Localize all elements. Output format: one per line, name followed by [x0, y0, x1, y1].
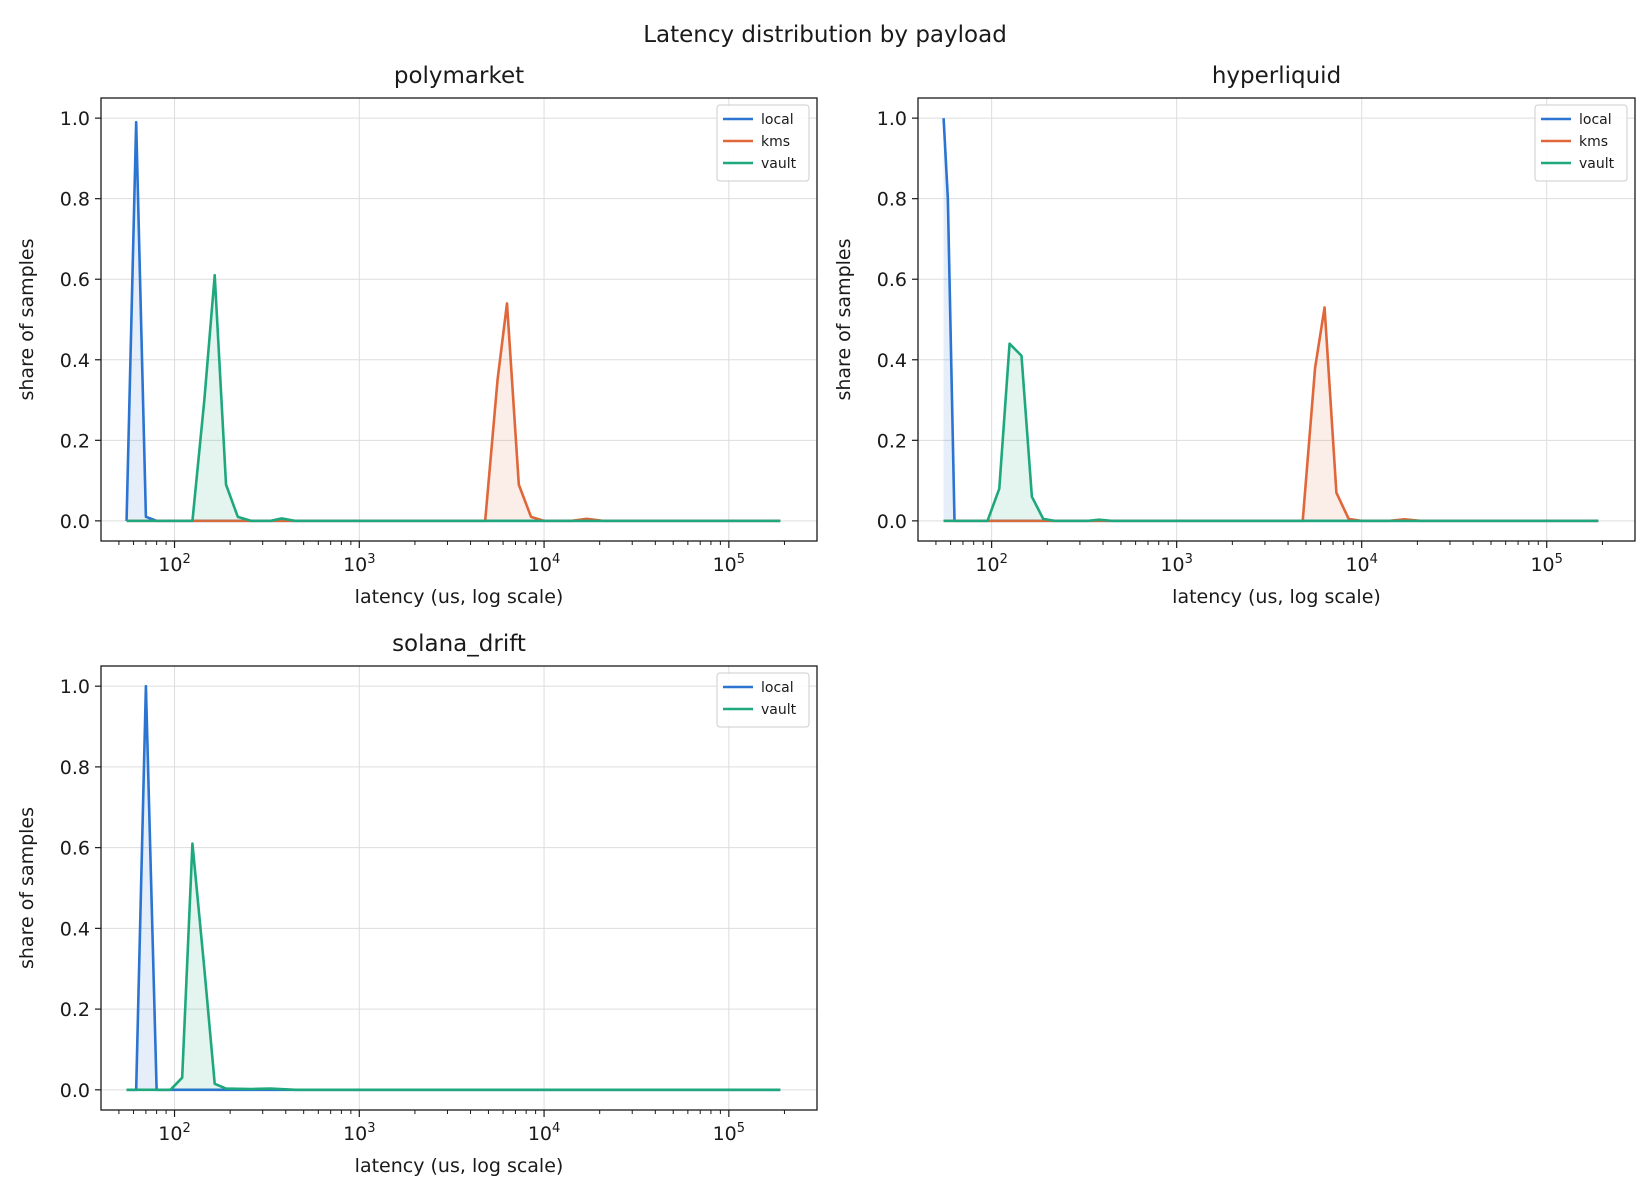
- legend-label-vault: vault: [761, 156, 797, 172]
- x-axis-label: latency (us, log scale): [355, 586, 564, 608]
- axes-frame: [100, 97, 818, 542]
- series-fill-local: [126, 686, 781, 1090]
- y-tick-label: 0.4: [60, 918, 90, 940]
- series-line-local: [126, 684, 781, 1092]
- y-tick-label: 1.0: [877, 108, 907, 130]
- y-tick-label: 0.2: [877, 430, 907, 452]
- y-tick-label: 1.0: [60, 676, 90, 698]
- series-line-kms: [126, 302, 781, 523]
- x-tick-label: 105: [1530, 552, 1562, 576]
- series-line-vault: [126, 842, 781, 1092]
- axes-frame: [917, 97, 1636, 542]
- x-tick-label: 103: [1160, 552, 1192, 576]
- legend-label-vault: vault: [761, 702, 797, 718]
- x-tick-label: 105: [713, 1121, 745, 1145]
- y-tick-label: 0.4: [877, 350, 907, 372]
- y-tick-label: 0.0: [877, 511, 907, 533]
- series-fill-kms: [943, 307, 1599, 521]
- x-axis-label: latency (us, log scale): [355, 1155, 564, 1177]
- series-fill-local: [943, 118, 1599, 521]
- y-tick-label: 0.8: [877, 189, 907, 211]
- subplot-solana_drift: 0.0 0.2 0.4 0.6 0.8 1.0 102 103 104 105 solana_dri…: [16, 631, 818, 1177]
- y-tick-label: 0.8: [60, 757, 90, 779]
- x-tick-label: 102: [975, 552, 1007, 576]
- legend-label-local: local: [1579, 112, 1612, 128]
- legend: local kms vault: [1534, 104, 1628, 182]
- subplot-title: hyperliquid: [1212, 63, 1341, 89]
- y-tick-label: 0.8: [60, 189, 90, 211]
- y-tick-label: 0.6: [60, 269, 90, 291]
- series-line-kms: [943, 306, 1599, 523]
- subplot-hyperliquid: 0.0 0.2 0.4 0.6 0.8 1.0 102 103 104 105 hyperliqui…: [833, 63, 1636, 608]
- subplot-title: polymarket: [394, 63, 524, 89]
- legend-label-vault: vault: [1579, 156, 1615, 172]
- y-tick-label: 1.0: [60, 108, 90, 130]
- x-tick-label: 104: [1345, 552, 1377, 576]
- series-line-vault: [126, 273, 781, 523]
- series-line-local: [942, 118, 1599, 523]
- y-axis-label: share of samples: [833, 238, 855, 400]
- y-tick-label: 0.4: [60, 350, 90, 372]
- x-tick-label: 103: [343, 552, 375, 576]
- y-axis-label: share of samples: [16, 238, 38, 400]
- legend: local kms vault: [716, 104, 810, 182]
- x-tick-label: 105: [713, 552, 745, 576]
- y-tick-label: 0.2: [60, 999, 90, 1021]
- series-fill-vault: [943, 343, 1599, 521]
- y-axis-label: share of samples: [16, 807, 38, 969]
- x-tick-label: 104: [528, 1121, 560, 1145]
- x-tick-label: 102: [158, 1121, 190, 1145]
- series-line-vault: [943, 342, 1599, 523]
- figure-suptitle: Latency distribution by payload: [643, 22, 1007, 48]
- legend-label-local: local: [761, 680, 794, 696]
- y-tick-label: 0.2: [60, 430, 90, 452]
- legend-label-kms: kms: [761, 134, 790, 150]
- series-fill-vault: [126, 843, 781, 1090]
- x-tick-label: 103: [343, 1121, 375, 1145]
- subplot-polymarket: 0.0 0.2 0.4 0.6 0.8 1.0 102 103 104 105 polymarket…: [16, 63, 818, 608]
- x-axis-label: latency (us, log scale): [1172, 586, 1381, 608]
- x-tick-label: 104: [528, 552, 560, 576]
- legend: local vault: [716, 672, 810, 728]
- y-tick-label: 0.6: [60, 838, 90, 860]
- y-tick-label: 0.0: [60, 511, 90, 533]
- legend-label-kms: kms: [1579, 134, 1608, 150]
- y-tick-label: 0.6: [877, 269, 907, 291]
- x-tick-label: 102: [158, 552, 190, 576]
- axes-frame: [100, 665, 818, 1111]
- subplot-title: solana_drift: [392, 631, 526, 657]
- y-tick-label: 0.0: [60, 1080, 90, 1102]
- legend-label-local: local: [761, 112, 794, 128]
- series-fill-vault: [126, 275, 781, 521]
